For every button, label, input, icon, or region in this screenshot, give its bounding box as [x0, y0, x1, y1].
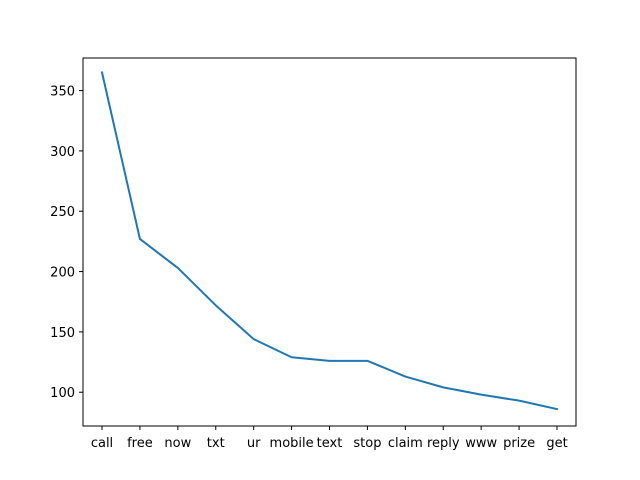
- x-tick-label: prize: [503, 436, 535, 451]
- x-tick-label: reply: [427, 436, 460, 451]
- y-tick-label: 150: [50, 326, 75, 341]
- x-tick-label: www: [465, 436, 497, 451]
- series-line-0: [100, 71, 559, 411]
- x-tick-label: now: [164, 436, 191, 451]
- x-tick-label: free: [127, 436, 153, 451]
- x-tick-label: ur: [247, 436, 261, 451]
- x-tick-label: txt: [207, 436, 225, 451]
- plot-area: call free now txt ur mobile text stop claim reply…: [50, 57, 577, 451]
- x-tick-label: claim: [388, 436, 423, 451]
- y-tick-label: 200: [50, 266, 75, 281]
- y-tick-label: 350: [50, 85, 75, 100]
- x-tick-label: get: [546, 436, 567, 451]
- y-tick-label: 300: [50, 145, 75, 160]
- y-tick-label: 100: [50, 386, 75, 401]
- x-tick-label: stop: [353, 436, 381, 451]
- y-tick-label: 250: [50, 205, 75, 220]
- x-tick-label: text: [317, 436, 343, 451]
- x-tick-label: call: [91, 436, 113, 451]
- x-tick-label: mobile: [270, 436, 314, 451]
